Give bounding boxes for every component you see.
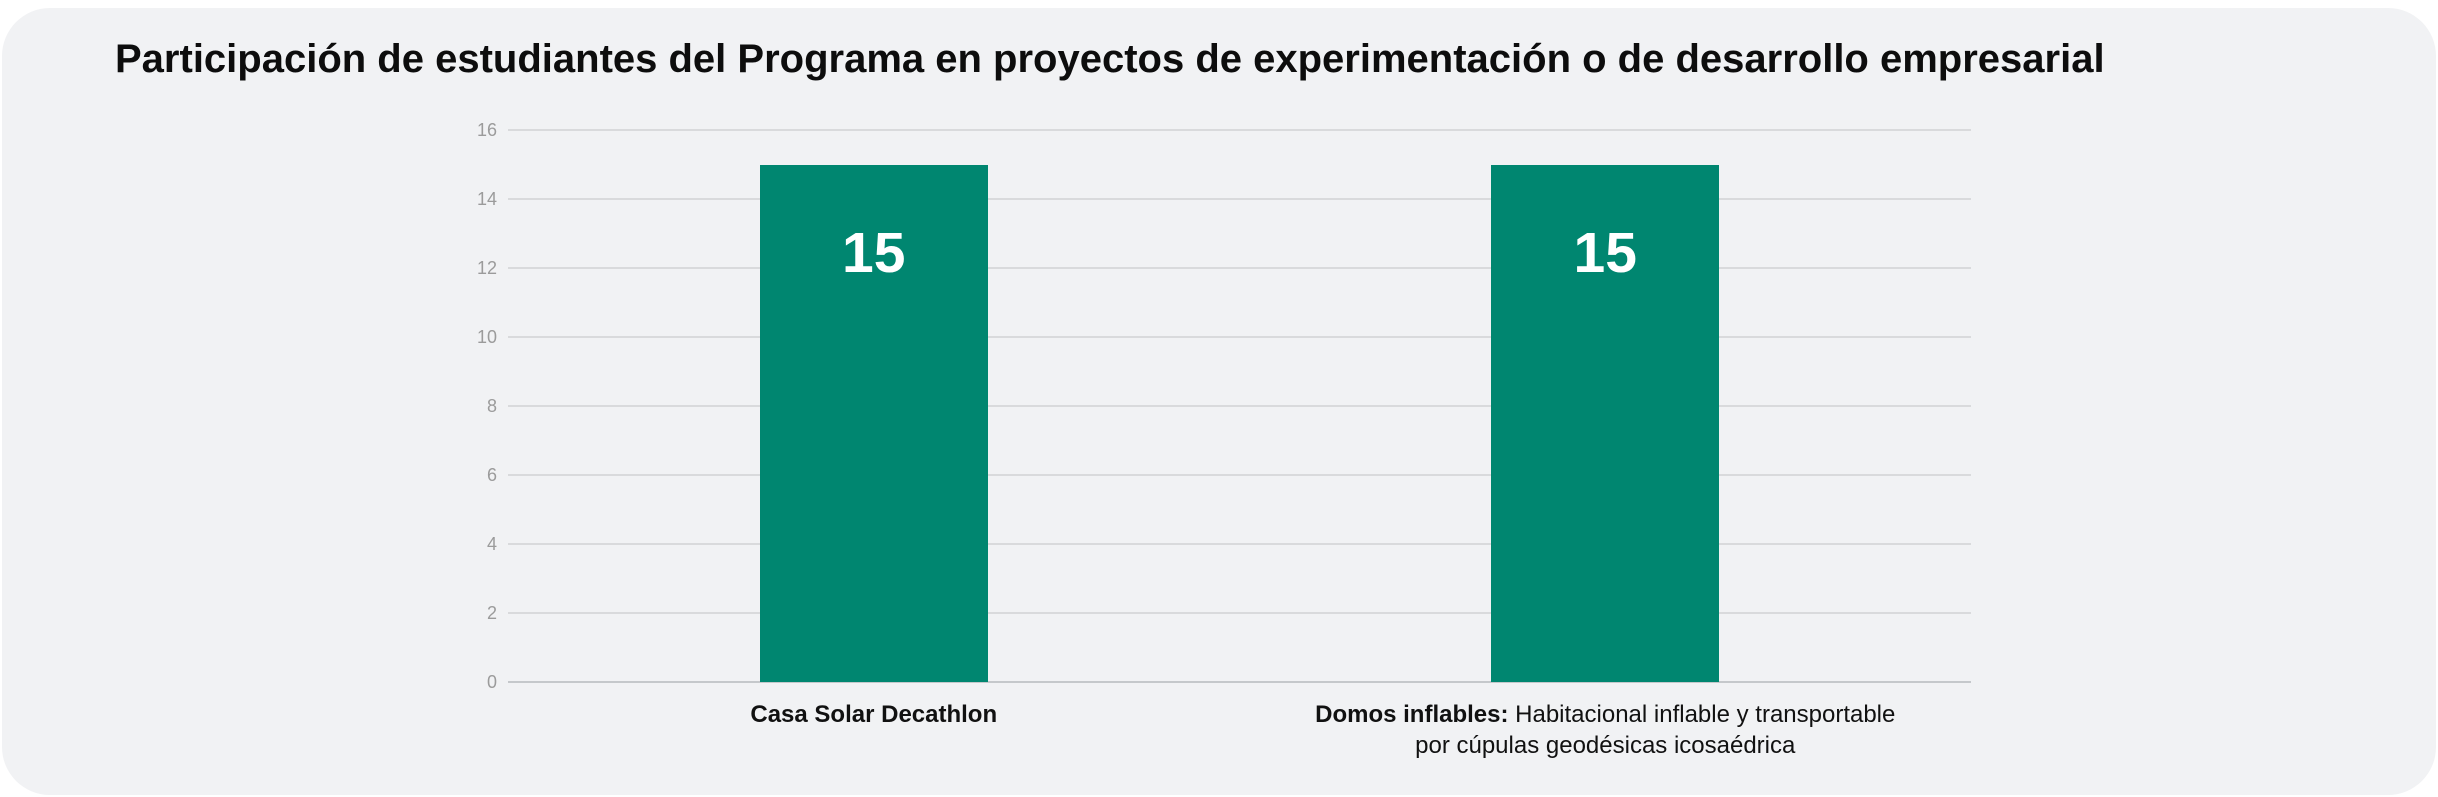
chart-card: Participación de estudiantes del Program… bbox=[2, 8, 2436, 795]
y-tick-label: 16 bbox=[476, 120, 497, 140]
gridline bbox=[508, 336, 1971, 338]
gridline bbox=[508, 543, 1971, 545]
bar: 15 bbox=[1491, 164, 1720, 682]
gridline bbox=[508, 129, 1971, 131]
y-tick-label: 14 bbox=[476, 189, 497, 209]
x-axis-line bbox=[508, 681, 1971, 683]
y-tick-label: 0 bbox=[486, 672, 497, 692]
y-tick-label: 4 bbox=[486, 534, 497, 554]
chart-title: Participación de estudiantes del Program… bbox=[115, 37, 2105, 81]
category-label-segment: por cúpulas geodésicas icosaédrica bbox=[1415, 732, 1796, 759]
category-label: Casa Solar Decathlon bbox=[524, 699, 1224, 730]
gridline bbox=[508, 474, 1971, 476]
category-label-segment: Domos inflables: bbox=[1315, 701, 1509, 728]
category-label: Domos inflables: Habitacional inflable y… bbox=[1255, 699, 1955, 761]
category-label-segment: Casa Solar Decathlon bbox=[750, 701, 998, 728]
gridline bbox=[508, 612, 1971, 614]
bar-value-label: 15 bbox=[1573, 220, 1637, 285]
category-label-segment: Habitacional inflable y transportable bbox=[1508, 701, 1896, 728]
y-tick-label: 8 bbox=[486, 396, 497, 416]
bar: 15 bbox=[759, 164, 988, 682]
y-tick-label: 2 bbox=[486, 603, 497, 623]
y-tick-label: 12 bbox=[476, 258, 497, 278]
y-tick-label: 10 bbox=[476, 327, 497, 347]
gridline bbox=[508, 267, 1971, 269]
gridline bbox=[508, 198, 1971, 200]
bar-value-label: 15 bbox=[842, 220, 906, 285]
gridline bbox=[508, 405, 1971, 407]
y-tick-label: 6 bbox=[486, 465, 497, 485]
